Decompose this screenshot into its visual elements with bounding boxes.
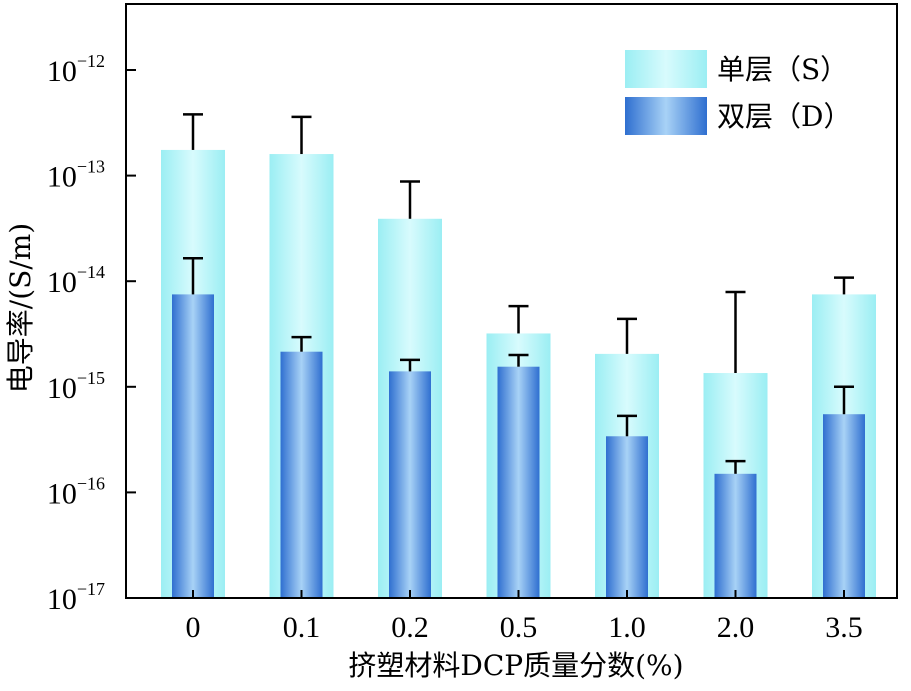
y-tick-exponent-1: −13 [77, 157, 105, 177]
double-layer-bar-5 [714, 473, 757, 598]
y-tick-base-1: 10 [47, 161, 77, 194]
legend-label-single-layer: 单层（S） [717, 53, 848, 86]
y-tick-exponent-4: −16 [77, 473, 105, 493]
y-tick-base-3: 10 [47, 372, 77, 405]
x-tick-label-5: 2.0 [717, 611, 755, 644]
y-tick-exponent-2: −14 [77, 262, 105, 282]
legend-swatch-single-layer [625, 50, 707, 88]
double-layer-bar-3 [497, 366, 540, 598]
legend-swatch-double-layer [625, 97, 707, 135]
x-tick-label-0: 0 [186, 611, 201, 644]
double-layer-bar-2 [389, 371, 431, 598]
x-tick-label-2: 0.2 [391, 611, 429, 644]
x-tick-label-3: 0.5 [500, 611, 538, 644]
y-tick-exponent-5: −17 [77, 579, 105, 599]
x-axis-title: 挤塑材料DCP质量分数(%) [348, 649, 683, 682]
double-layer-bar-1 [280, 351, 323, 598]
y-tick-base-0: 10 [47, 55, 77, 88]
double-layer-bar-0 [172, 294, 214, 598]
x-tick-label-6: 3.5 [825, 611, 863, 644]
x-tick-label-1: 0.1 [283, 611, 321, 644]
y-tick-label-5: 10−17 [47, 579, 105, 616]
y-tick-label-4: 10−16 [47, 473, 105, 510]
y-tick-label-0: 10−12 [47, 51, 105, 88]
plot-frame [125, 3, 898, 599]
y-tick-exponent-3: −15 [77, 368, 105, 388]
y-tick-label-3: 10−15 [47, 368, 105, 405]
y-tick-label-2: 10−14 [47, 262, 105, 299]
y-tick-base-2: 10 [47, 266, 77, 299]
y-tick-label-1: 10−13 [47, 157, 105, 194]
x-tick-label-4: 1.0 [608, 611, 646, 644]
double-layer-bar-4 [606, 436, 648, 598]
y-tick-base-4: 10 [47, 477, 77, 510]
y-tick-exponent-0: −12 [77, 51, 105, 71]
y-axis-title: 电导率/(S/m) [4, 223, 37, 393]
legend-label-double-layer: 双层（D） [717, 100, 851, 133]
legend: 单层（S） 双层（D） [625, 50, 851, 135]
bars-layer [161, 113, 876, 599]
double-layer-bar-6 [823, 414, 865, 598]
y-tick-base-5: 10 [47, 583, 77, 616]
